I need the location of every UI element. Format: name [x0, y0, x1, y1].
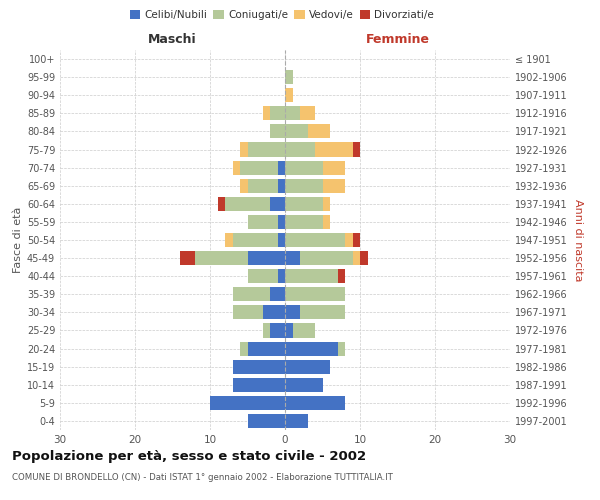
Bar: [210, 396, 285, 410]
Bar: [285, 360, 330, 374]
Bar: [270, 197, 285, 211]
Bar: [277, 233, 285, 247]
Bar: [248, 142, 285, 156]
Bar: [233, 233, 277, 247]
Bar: [233, 378, 285, 392]
Bar: [300, 106, 315, 120]
Y-axis label: Anni di nascita: Anni di nascita: [573, 198, 583, 281]
Bar: [285, 233, 345, 247]
Bar: [353, 251, 360, 265]
Text: COMUNE DI BRONDELLO (CN) - Dati ISTAT 1° gennaio 2002 - Elaborazione TUTTITALIA.: COMUNE DI BRONDELLO (CN) - Dati ISTAT 1°…: [12, 472, 393, 482]
Bar: [300, 251, 353, 265]
Bar: [270, 106, 285, 120]
Bar: [285, 178, 323, 193]
Bar: [285, 269, 337, 283]
Bar: [233, 160, 240, 174]
Bar: [240, 178, 248, 193]
Bar: [240, 342, 248, 355]
Bar: [225, 233, 233, 247]
Bar: [315, 142, 353, 156]
Bar: [285, 106, 300, 120]
Bar: [263, 324, 270, 338]
Bar: [285, 342, 337, 355]
Bar: [248, 414, 285, 428]
Bar: [270, 124, 285, 138]
Bar: [300, 306, 345, 320]
Bar: [323, 215, 330, 229]
Bar: [277, 215, 285, 229]
Bar: [248, 269, 277, 283]
Bar: [263, 106, 270, 120]
Bar: [360, 251, 367, 265]
Bar: [323, 178, 345, 193]
Bar: [180, 251, 195, 265]
Bar: [323, 160, 345, 174]
Text: Maschi: Maschi: [148, 34, 197, 46]
Bar: [285, 414, 308, 428]
Bar: [323, 197, 330, 211]
Y-axis label: Fasce di età: Fasce di età: [13, 207, 23, 273]
Bar: [248, 215, 277, 229]
Bar: [248, 251, 285, 265]
Bar: [285, 88, 293, 102]
Bar: [285, 324, 293, 338]
Bar: [277, 178, 285, 193]
Bar: [353, 233, 360, 247]
Bar: [285, 142, 315, 156]
Bar: [353, 142, 360, 156]
Text: Femmine: Femmine: [365, 34, 430, 46]
Bar: [218, 197, 225, 211]
Bar: [277, 160, 285, 174]
Bar: [233, 287, 270, 302]
Bar: [240, 160, 277, 174]
Bar: [285, 215, 323, 229]
Bar: [345, 233, 353, 247]
Bar: [285, 251, 300, 265]
Legend: Celibi/Nubili, Coniugati/e, Vedovi/e, Divorziati/e: Celibi/Nubili, Coniugati/e, Vedovi/e, Di…: [128, 8, 436, 22]
Bar: [285, 124, 308, 138]
Bar: [248, 178, 277, 193]
Bar: [285, 160, 323, 174]
Bar: [285, 197, 323, 211]
Bar: [277, 269, 285, 283]
Bar: [308, 124, 330, 138]
Bar: [285, 306, 300, 320]
Bar: [285, 287, 345, 302]
Bar: [270, 287, 285, 302]
Bar: [240, 142, 248, 156]
Bar: [233, 360, 285, 374]
Bar: [293, 324, 315, 338]
Bar: [285, 70, 293, 84]
Bar: [337, 342, 345, 355]
Bar: [195, 251, 248, 265]
Bar: [285, 396, 345, 410]
Bar: [337, 269, 345, 283]
Text: Popolazione per età, sesso e stato civile - 2002: Popolazione per età, sesso e stato civil…: [12, 450, 366, 463]
Bar: [270, 324, 285, 338]
Bar: [285, 378, 323, 392]
Bar: [263, 306, 285, 320]
Bar: [225, 197, 270, 211]
Bar: [233, 306, 263, 320]
Bar: [248, 342, 285, 355]
